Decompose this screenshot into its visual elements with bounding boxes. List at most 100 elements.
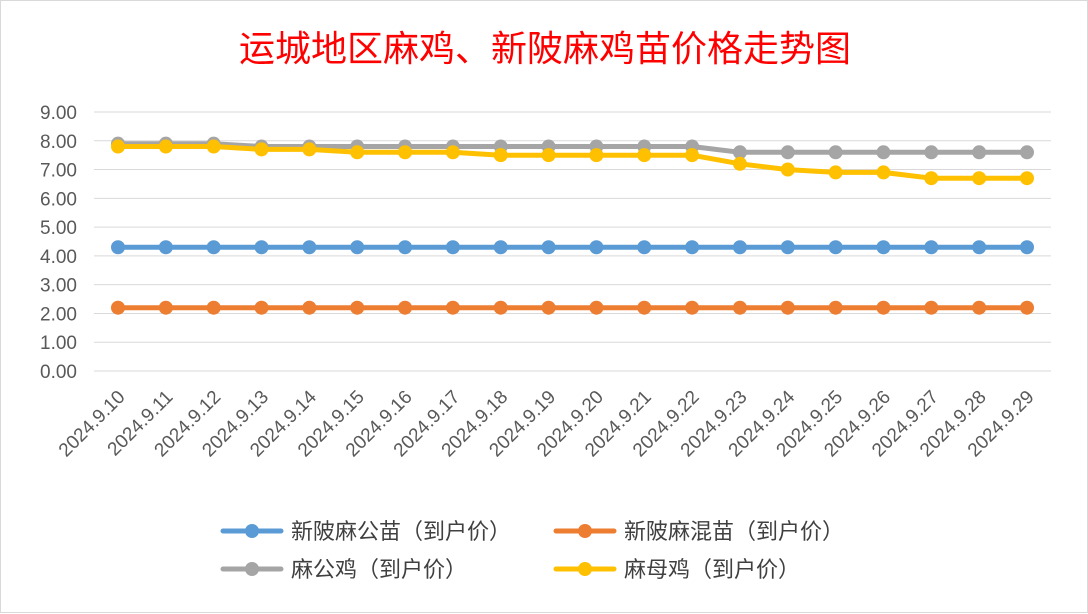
data-point xyxy=(493,240,508,255)
data-point xyxy=(350,145,365,160)
data-point xyxy=(111,300,125,315)
data-point xyxy=(828,240,843,255)
y-tick-label: 7.00 xyxy=(40,161,77,182)
data-point xyxy=(398,145,413,160)
data-point xyxy=(876,300,891,315)
data-point xyxy=(637,300,652,315)
data-point xyxy=(445,300,460,315)
legend-item: 新陂麻混苗（到户价） xyxy=(553,520,844,545)
data-point xyxy=(972,171,987,186)
data-point xyxy=(493,148,508,163)
data-point xyxy=(828,165,843,180)
x-axis-ticks: 2024.9.102024.9.112024.9.122024.9.132024… xyxy=(55,386,1039,461)
data-point xyxy=(111,139,125,154)
data-point xyxy=(876,145,891,160)
series-4 xyxy=(111,139,1034,186)
y-tick-label: 6.00 xyxy=(40,189,77,210)
data-point xyxy=(1020,240,1034,255)
data-point xyxy=(350,300,365,315)
data-point xyxy=(589,300,604,315)
legend-item: 麻公鸡（到户价） xyxy=(220,558,467,583)
y-tick-label: 0.00 xyxy=(40,362,77,383)
data-point xyxy=(589,240,604,255)
data-point xyxy=(302,240,317,255)
data-point xyxy=(685,240,700,255)
legend-swatch-marker xyxy=(245,524,259,538)
data-point xyxy=(637,148,652,163)
legend-label: 新陂麻混苗（到户价） xyxy=(624,520,844,545)
data-point xyxy=(254,300,269,315)
data-point xyxy=(254,142,269,157)
data-point xyxy=(685,148,700,163)
data-point xyxy=(541,240,556,255)
y-tick-label: 3.00 xyxy=(40,276,77,297)
data-point xyxy=(1020,171,1034,186)
legend-swatch-marker xyxy=(578,524,592,538)
data-point xyxy=(1020,300,1034,315)
series-line xyxy=(115,141,1030,155)
data-point xyxy=(111,240,125,255)
data-point xyxy=(206,240,221,255)
series-1 xyxy=(111,240,1034,255)
data-point xyxy=(158,240,173,255)
legend-item: 新陂麻公苗（到户价） xyxy=(220,520,511,545)
data-point xyxy=(493,300,508,315)
chart-title: 运城地区麻鸡、新陂麻鸡苗价格走势图 xyxy=(239,29,851,70)
data-point xyxy=(254,240,269,255)
legend-label: 麻公鸡（到户价） xyxy=(291,558,467,583)
data-point xyxy=(924,171,939,186)
series-line xyxy=(115,144,1030,181)
data-point xyxy=(924,145,939,160)
data-point xyxy=(158,300,173,315)
data-point xyxy=(398,240,413,255)
series-2 xyxy=(111,300,1034,315)
data-point xyxy=(780,145,795,160)
data-point xyxy=(732,300,747,315)
y-tick-label: 8.00 xyxy=(40,132,77,153)
data-point xyxy=(350,240,365,255)
legend-item: 麻母鸡（到户价） xyxy=(553,558,800,583)
legend-label: 麻母鸡（到户价） xyxy=(624,558,800,583)
data-point xyxy=(685,300,700,315)
data-point xyxy=(445,240,460,255)
data-point xyxy=(732,145,747,160)
y-tick-label: 1.00 xyxy=(40,333,77,354)
data-point xyxy=(972,145,987,160)
data-point xyxy=(780,300,795,315)
y-tick-label: 2.00 xyxy=(40,304,77,325)
gridlines xyxy=(94,111,1051,372)
legend-swatch-marker xyxy=(245,562,259,576)
data-point xyxy=(445,145,460,160)
data-point xyxy=(924,240,939,255)
data-point xyxy=(732,156,747,171)
data-point xyxy=(828,300,843,315)
data-point xyxy=(637,240,652,255)
series-lines xyxy=(111,136,1034,315)
data-point xyxy=(780,240,795,255)
data-point xyxy=(972,240,987,255)
y-tick-label: 4.00 xyxy=(40,247,77,268)
data-point xyxy=(828,145,843,160)
y-axis-ticks: 0.00 1.00 2.00 3.00 4.00 5.00 6.00 7.00 8.00 9.00 xyxy=(40,103,77,383)
data-point xyxy=(1020,145,1034,160)
data-point xyxy=(541,300,556,315)
data-point xyxy=(302,300,317,315)
legend-label: 新陂麻公苗（到户价） xyxy=(291,520,511,545)
legend-swatch-marker xyxy=(578,562,592,576)
data-point xyxy=(876,165,891,180)
data-point xyxy=(302,142,317,157)
data-point xyxy=(876,240,891,255)
y-tick-label: 9.00 xyxy=(40,103,77,124)
legend: 新陂麻公苗（到户价） 新陂麻混苗（到户价） 麻公鸡（到户价） 麻母鸡（到户价） xyxy=(220,520,844,583)
data-point xyxy=(972,300,987,315)
data-point xyxy=(206,139,221,154)
y-tick-label: 5.00 xyxy=(40,218,77,239)
data-point xyxy=(732,240,747,255)
data-point xyxy=(206,300,221,315)
data-point xyxy=(589,148,604,163)
data-point xyxy=(158,139,173,154)
data-point xyxy=(398,300,413,315)
data-point xyxy=(924,300,939,315)
